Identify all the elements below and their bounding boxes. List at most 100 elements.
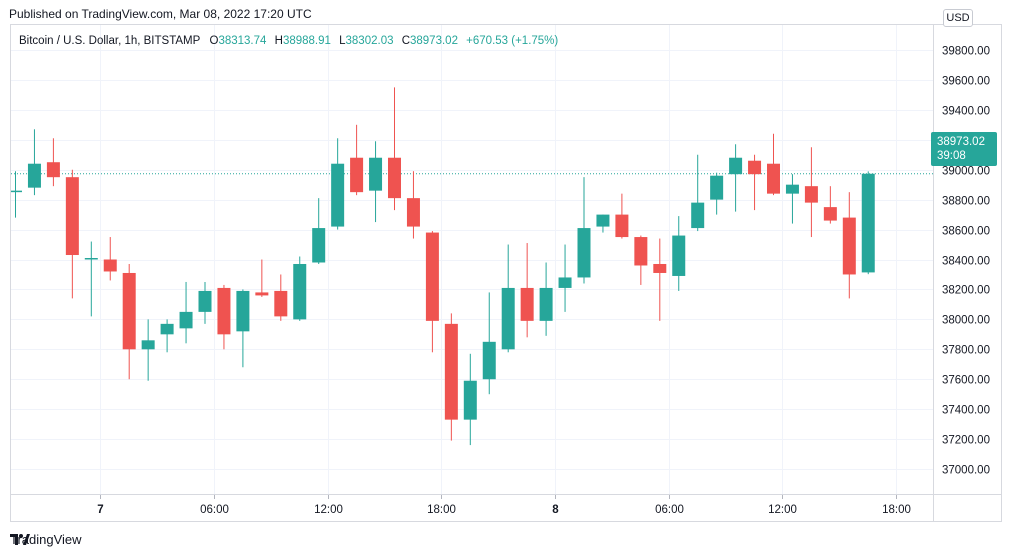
candlestick-chart[interactable] [11,25,933,494]
candle-body [65,177,79,256]
candle-body [274,290,288,317]
time-tick-label: 7 [97,504,103,516]
candle [672,216,686,291]
candle-body [331,163,345,227]
candle [501,244,515,353]
price-tick-label: 37800.00 [942,345,990,357]
candle [331,138,345,230]
candle [293,256,307,321]
candle-body [84,258,98,260]
candle-body [388,157,401,199]
candle [520,243,534,338]
published-caption: Published on TradingView.com, Mar 08, 20… [9,7,312,21]
price-tick-label: 39000.00 [942,166,990,178]
candle-body [691,202,705,229]
price-tick-label: 38000.00 [942,315,990,327]
legend-open-value: 38313.74 [218,35,267,47]
price-tick-label: 39400.00 [942,106,990,118]
legend-change: +670.53 (+1.75%) [466,35,559,47]
candle-body [425,232,439,321]
price-tick-label: 38600.00 [942,226,990,238]
candle [482,292,496,395]
price-tick-label: 38400.00 [942,256,990,268]
candle-body [350,157,364,193]
time-tick-label: 18:00 [427,504,456,516]
last-price-tag: 38973.02 39:08 [931,132,997,166]
time-tick-label: 12:00 [768,504,797,516]
candle-body [615,214,629,238]
legend-high-value: 38988.91 [282,35,331,47]
candle [710,172,724,215]
candle-body [539,287,553,321]
candle [748,154,762,211]
plot-area[interactable]: Bitcoin / U.S. Dollar, 1h, BITSTAMP O383… [11,25,933,494]
candle [767,133,780,196]
candle-body [861,173,875,273]
candle [691,154,705,232]
candle [46,138,60,187]
candle-body [729,157,743,175]
legend-symbol: Bitcoin / U.S. Dollar, 1h, BITSTAMP [19,35,201,47]
candle-body [520,287,534,321]
time-tick-label: 06:00 [655,504,684,516]
price-axis-labels: 37000.00 37200.00 37400.00 37600.00 37800.00… [942,46,990,477]
time-axis[interactable]: 7 06:00 12:00 18:00 8 06:00 12:00 18:00 [11,494,933,522]
candle-body [823,207,837,221]
candle-body [217,287,231,335]
candle [558,244,572,312]
candle [141,319,155,381]
price-tick-label: 37000.00 [942,465,990,477]
time-axis-labels: 7 06:00 12:00 18:00 8 06:00 12:00 18:00 [97,495,911,516]
candle-body [406,198,420,227]
time-tick-label: 8 [552,504,559,516]
candle-body [312,228,326,263]
candle-body [672,235,686,276]
bar-countdown: 39:08 [937,150,966,162]
candle [785,174,799,224]
candle [615,193,629,239]
legend-low-value: 38302.03 [345,35,394,47]
candle-body [122,272,136,350]
price-axis[interactable]: 37000.00 37200.00 37400.00 37600.00 37800.00… [933,25,1002,494]
currency-button[interactable]: USD [943,9,973,27]
candle [861,171,875,275]
time-tick-label: 18:00 [882,504,911,516]
candle [842,192,856,299]
candle [823,186,837,224]
candle [179,281,193,344]
candle-body [785,184,799,194]
candle [463,353,477,446]
candle-body [11,190,22,193]
candle [27,129,41,196]
legend-high-label: H [274,35,283,47]
candle [596,214,610,233]
time-tick-label: 06:00 [200,504,229,516]
price-tick-label: 39600.00 [942,76,990,88]
price-tick-label: 38200.00 [942,285,990,297]
candle-body [653,263,667,273]
legend: Bitcoin / U.S. Dollar, 1h, BITSTAMP O383… [19,35,563,47]
candle [198,281,212,324]
candle-body [501,287,515,350]
tradingview-logo-icon [10,534,30,545]
legend-close-value: 38973.02 [410,35,458,47]
candle [274,274,288,321]
candle [388,87,401,211]
candle-body [369,157,383,191]
candle [217,284,231,350]
candle [369,141,383,223]
candle-body [710,175,724,200]
candle-body [596,214,610,227]
candle-body [804,186,818,203]
candle-body [577,228,591,278]
candle [122,263,136,380]
candle-body [767,163,780,194]
candle-body [27,163,41,188]
candle-body [179,311,193,329]
legend-open-label: O [209,35,219,47]
candle [312,198,326,264]
time-tick-label: 12:00 [314,504,343,516]
price-tick-label: 37600.00 [942,375,990,387]
chart-frame[interactable]: Bitcoin / U.S. Dollar, 1h, BITSTAMP O383… [10,24,1002,522]
candle [84,241,98,317]
